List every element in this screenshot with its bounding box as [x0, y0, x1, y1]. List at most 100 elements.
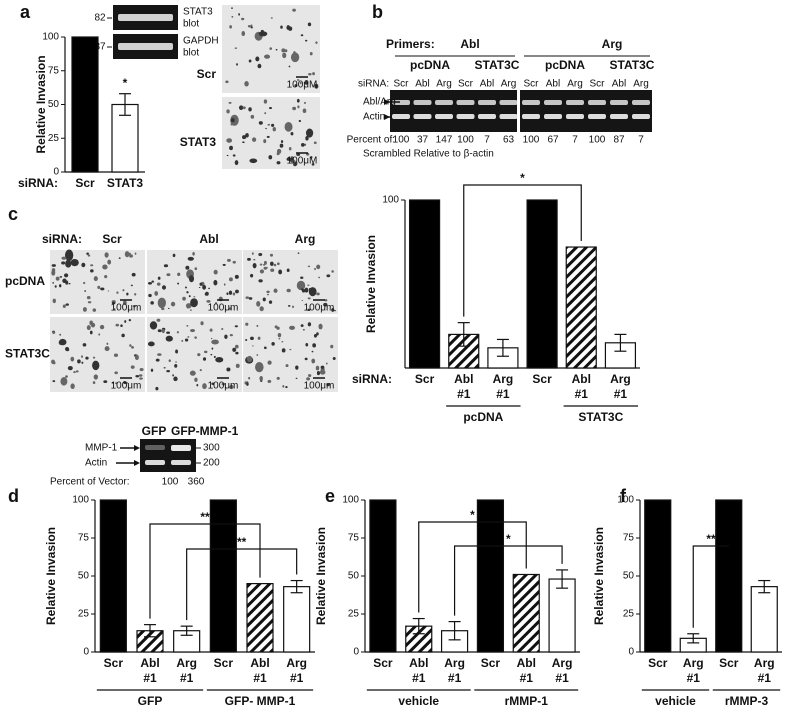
cell	[90, 269, 94, 273]
gel-band	[632, 100, 650, 105]
cell	[242, 135, 247, 140]
row-label: STAT3	[180, 135, 217, 149]
cell	[92, 308, 97, 312]
cell	[308, 288, 312, 291]
cell	[165, 335, 173, 342]
cell	[307, 284, 310, 286]
bar	[99, 499, 127, 653]
cell	[208, 287, 210, 290]
cell	[155, 358, 160, 362]
cell	[269, 253, 274, 257]
cell	[120, 324, 123, 328]
lane-label: Scr	[590, 79, 606, 90]
cell	[226, 292, 229, 296]
cell	[90, 264, 94, 267]
cell	[313, 141, 317, 145]
x-tick-label: #1	[290, 671, 304, 685]
cell	[304, 357, 308, 361]
cell	[92, 360, 100, 371]
cell	[286, 288, 291, 293]
cell	[282, 52, 287, 59]
cell	[221, 382, 226, 386]
percent-value: 7	[572, 135, 578, 146]
cell	[276, 376, 280, 380]
cell	[194, 377, 198, 382]
vector-label: pcDNA	[410, 58, 450, 72]
decoration	[384, 99, 390, 105]
cell	[213, 279, 218, 286]
cell	[256, 301, 261, 307]
cell	[202, 357, 207, 361]
cell	[70, 383, 75, 390]
size-marker: 200	[203, 458, 220, 469]
cell	[234, 160, 239, 166]
cell	[196, 383, 199, 387]
cell	[156, 282, 161, 286]
cell	[256, 324, 259, 327]
cell	[194, 267, 198, 271]
cell	[130, 365, 135, 369]
significance-label: **	[200, 510, 210, 524]
band-label: Actin	[85, 458, 107, 469]
significance-label: **	[706, 532, 716, 546]
cell	[251, 137, 257, 142]
band-label: Actin	[363, 112, 385, 123]
cell	[278, 337, 281, 340]
cell	[68, 283, 71, 285]
cell	[252, 345, 254, 347]
gel-band	[610, 100, 628, 105]
cell	[315, 365, 320, 371]
cell	[124, 320, 127, 323]
cell	[307, 22, 312, 27]
cell	[175, 349, 179, 354]
cell	[100, 287, 105, 291]
cell	[236, 63, 238, 66]
gel-band	[145, 460, 165, 465]
cell	[51, 264, 56, 267]
gel-band	[435, 100, 453, 105]
cell	[330, 344, 334, 349]
cell	[271, 123, 275, 127]
cell	[263, 266, 267, 270]
cell	[255, 56, 260, 62]
cell	[111, 382, 114, 384]
cell	[85, 356, 89, 360]
band-label: Abl/Arg	[363, 97, 396, 108]
x-tick-label: #1	[614, 387, 628, 401]
cell	[61, 256, 67, 260]
cell	[228, 307, 232, 310]
cell	[188, 295, 191, 298]
cell	[211, 347, 214, 350]
cell	[187, 256, 194, 261]
scale-bar-label: 100μm	[304, 381, 335, 392]
gel-band	[456, 100, 475, 105]
cell	[115, 323, 120, 327]
column-label: Scr	[102, 232, 122, 246]
cell	[267, 123, 271, 126]
cell	[190, 298, 198, 308]
cell	[211, 339, 219, 345]
cell	[259, 263, 263, 266]
cell	[65, 303, 69, 306]
cell	[234, 344, 239, 349]
cell	[265, 127, 268, 130]
cell	[173, 376, 178, 382]
cell	[286, 268, 290, 273]
cell	[93, 374, 99, 380]
cell	[73, 370, 76, 374]
cell	[294, 84, 298, 88]
y-tick-label: 100	[72, 495, 89, 506]
cell	[184, 338, 189, 342]
group-label: pcDNA	[463, 410, 503, 424]
cell	[296, 98, 300, 103]
cell	[309, 52, 313, 56]
cell	[310, 156, 313, 159]
cell	[270, 268, 275, 272]
cell	[206, 299, 211, 303]
cell	[244, 81, 249, 87]
cell	[150, 368, 154, 372]
cell	[61, 261, 66, 265]
cell	[247, 257, 251, 261]
cell	[253, 259, 256, 261]
lane-label: Abl	[480, 79, 494, 90]
